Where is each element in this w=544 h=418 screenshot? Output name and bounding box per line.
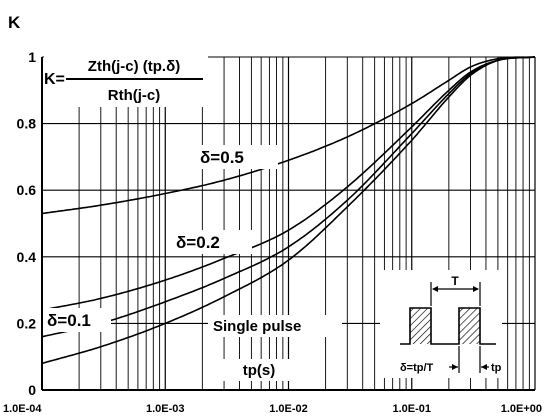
text-mask: [208, 315, 342, 337]
series-line-0: [41, 56, 536, 215]
x-tick-label: 1.0E-04: [3, 403, 42, 415]
y-axis-label: K: [8, 13, 21, 32]
x-tick-label: 1.0E+00: [501, 403, 542, 415]
y-tick-labels: 0 0.2 0.4 0.6 0.8 1: [17, 49, 37, 398]
text-mask: [223, 359, 295, 381]
y-tick-label: 0: [28, 382, 36, 398]
text-mask: [43, 308, 111, 332]
x-axis-label: tp(s): [243, 362, 276, 379]
text-mask: [172, 230, 252, 254]
x-tick-labels: 1.0E-04 1.0E-03 1.0E-02 1.0E-01 1.0E+00: [3, 403, 542, 415]
series-label-d01: δ=0.1: [47, 311, 91, 330]
y-tick-label: 0.8: [17, 116, 37, 132]
series-label-d02: δ=0.2: [176, 233, 220, 252]
label-mask: [380, 270, 502, 378]
pulse-inset: T δ=tp/T tp: [400, 274, 502, 374]
x-tick-label: 1.0E-01: [392, 403, 431, 415]
y-tick-label: 0.6: [17, 182, 37, 198]
y-tick-label: 0.2: [17, 315, 37, 331]
x-tick-label: 1.0E-02: [269, 403, 308, 415]
formula-numerator: Zth(j-c) (tp.δ): [88, 58, 180, 75]
series-label-single: Single pulse: [213, 318, 301, 335]
x-tick-label: 1.0E-03: [146, 403, 185, 415]
y-tick-label: 0.4: [17, 249, 37, 265]
series-lines: [41, 56, 536, 365]
pulse-1: [410, 308, 431, 344]
series-label-d05: δ=0.5: [200, 148, 244, 167]
series-line-3: [41, 56, 536, 365]
y-tick-label: 1: [28, 49, 36, 65]
duty-label: δ=tp/T: [400, 362, 434, 374]
label-masks-top: [43, 145, 342, 381]
formula-lhs: K=: [44, 71, 65, 88]
series-line-2: [41, 56, 536, 338]
text-mask: [196, 145, 278, 169]
tp-label: tp: [491, 362, 502, 374]
period-label: T: [451, 274, 459, 288]
axes: [41, 57, 535, 391]
formula-denominator: Rth(j-c): [108, 87, 161, 104]
series-line-1: [41, 56, 536, 311]
pulse-2: [459, 308, 480, 344]
formula: K= Zth(j-c) (tp.δ) Rth(j-c): [44, 58, 203, 104]
